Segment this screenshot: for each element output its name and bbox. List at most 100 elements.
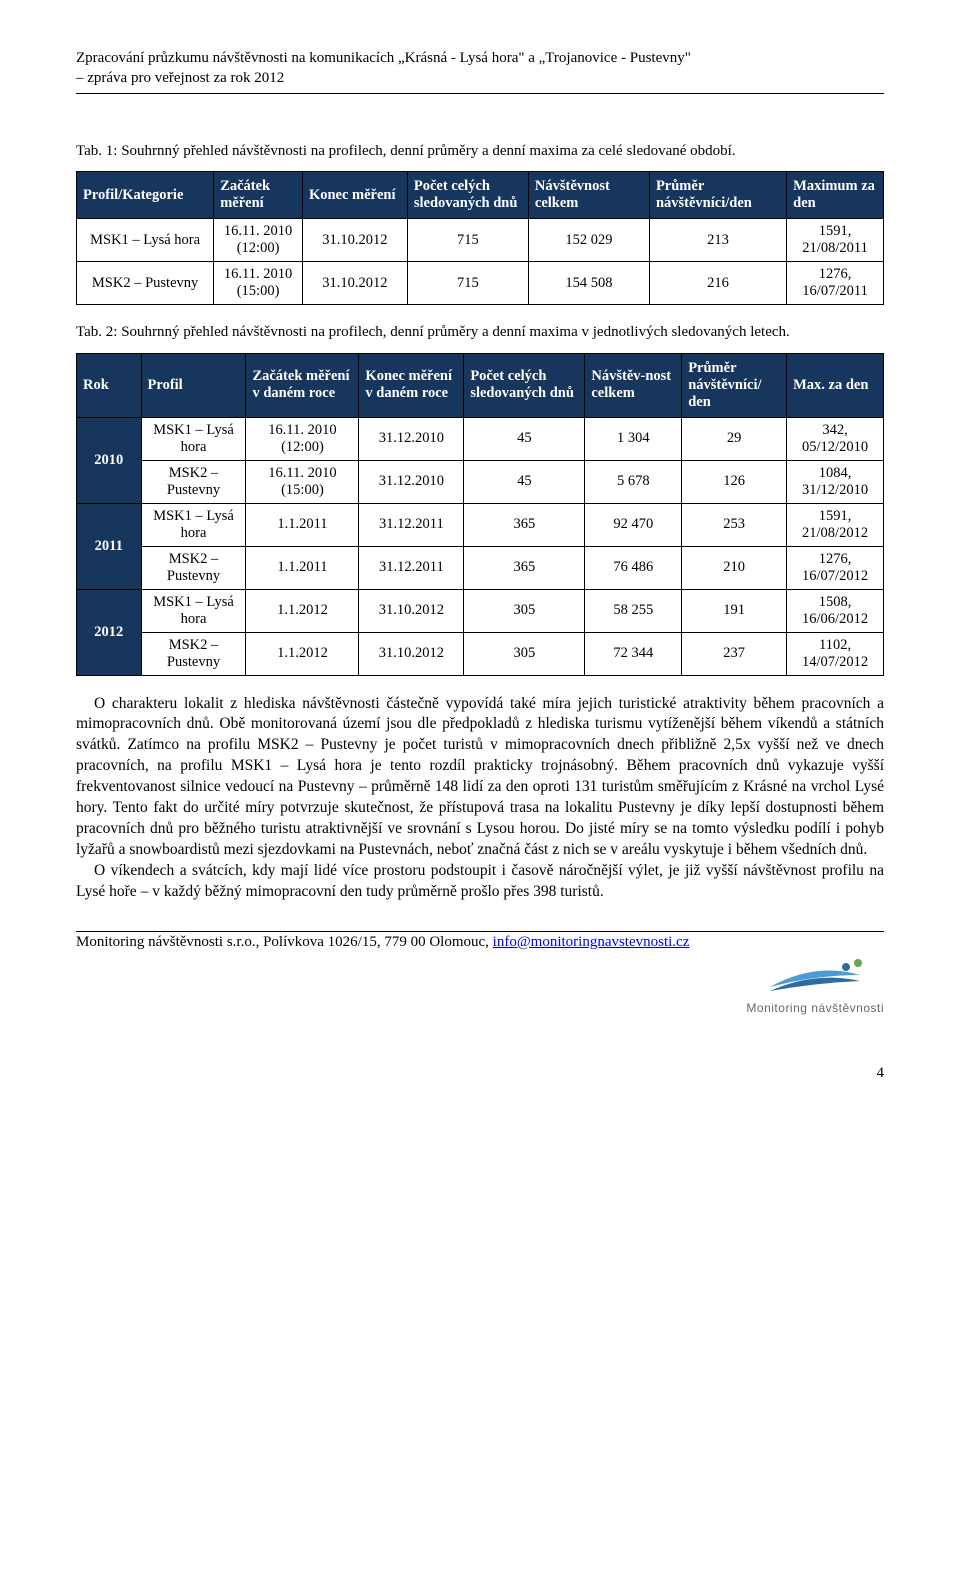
t2-g1-r1-konec: 31.12.2011: [359, 546, 464, 589]
doc-header-line1: Zpracování průzkumu návštěvnosti na komu…: [76, 50, 691, 66]
t2-g0-r1-zacatek: 16.11. 2010 (15:00): [246, 460, 359, 503]
t2-h-profil: Profil: [141, 353, 246, 417]
t2-g1-r1-prumer: 210: [682, 546, 787, 589]
t2-g2-r1-prumer: 237: [682, 632, 787, 675]
t2-g2-r0-prumer: 191: [682, 589, 787, 632]
t2-g0-r0-max: 342, 05/12/2010: [787, 417, 884, 460]
t1-h-profil: Profil/Kategorie: [77, 172, 214, 219]
t2-g0-r1-profil: MSK2 – Pustevny: [141, 460, 246, 503]
t2-g1-r1-zacatek: 1.1.2011: [246, 546, 359, 589]
t1-r1-zacatek: 16.11. 2010 (15:00): [214, 262, 303, 305]
t2-g2-r1-zacatek: 1.1.2012: [246, 632, 359, 675]
table2-caption: Tab. 2: Souhrnný přehled návštěvnosti na…: [76, 323, 884, 343]
table-row: MSK1 – Lysá hora 16.11. 2010 (12:00) 31.…: [77, 219, 884, 262]
logo-text: Monitoring návštěvnosti: [746, 1001, 884, 1015]
t2-g2-r1-konec: 31.10.2012: [359, 632, 464, 675]
t2-g1-rok: 2011: [77, 503, 142, 589]
logo-icon: [760, 957, 870, 999]
t1-r0-nav: 152 029: [528, 219, 649, 262]
t2-g2-r0-konec: 31.10.2012: [359, 589, 464, 632]
t2-g1-r0-pocet: 365: [464, 503, 585, 546]
t2-g2-r1-profil: MSK2 – Pustevny: [141, 632, 246, 675]
t1-r0-profil: MSK1 – Lysá hora: [77, 219, 214, 262]
table1: Profil/Kategorie Začátek měření Konec mě…: [76, 171, 884, 305]
t2-h-rok: Rok: [77, 353, 142, 417]
t2-g1-r1-max: 1276, 16/07/2012: [787, 546, 884, 589]
t2-h-pocet: Počet celých sledovaných dnů: [464, 353, 585, 417]
t2-g0-r1-nav: 5 678: [585, 460, 682, 503]
t2-g1-r1-profil: MSK2 – Pustevny: [141, 546, 246, 589]
t1-r0-prumer: 213: [649, 219, 786, 262]
t1-h-pocet: Počet celých sledovaných dnů: [407, 172, 528, 219]
table-row: MSK2 – Pustevny 1.1.2011 31.12.2011 365 …: [77, 546, 884, 589]
t1-h-max: Maximum za den: [787, 172, 884, 219]
t2-g0-r0-konec: 31.12.2010: [359, 417, 464, 460]
t2-g1-r0-konec: 31.12.2011: [359, 503, 464, 546]
table-row: 2011 MSK1 – Lysá hora 1.1.2011 31.12.201…: [77, 503, 884, 546]
t2-g0-r0-pocet: 45: [464, 417, 585, 460]
t2-g2-r0-nav: 58 255: [585, 589, 682, 632]
t2-g1-r1-pocet: 365: [464, 546, 585, 589]
t2-g2-r1-max: 1102, 14/07/2012: [787, 632, 884, 675]
table-row: 2012 MSK1 – Lysá hora 1.1.2012 31.10.201…: [77, 589, 884, 632]
table2: Rok Profil Začátek měření v daném roce K…: [76, 353, 884, 676]
header-rule: [76, 93, 884, 94]
t1-h-zacatek: Začátek měření: [214, 172, 303, 219]
t2-g1-r0-max: 1591, 21/08/2012: [787, 503, 884, 546]
t2-g2-r1-nav: 72 344: [585, 632, 682, 675]
t2-g1-r1-nav: 76 486: [585, 546, 682, 589]
t2-g0-r0-profil: MSK1 – Lysá hora: [141, 417, 246, 460]
body-text: O charakteru lokalit z hlediska návštěvn…: [76, 694, 884, 903]
t2-g2-r0-max: 1508, 16/06/2012: [787, 589, 884, 632]
t2-g2-r0-profil: MSK1 – Lysá hora: [141, 589, 246, 632]
t1-r1-pocet: 715: [407, 262, 528, 305]
page-number: 4: [76, 1065, 884, 1082]
t2-g0-r1-prumer: 126: [682, 460, 787, 503]
t2-g2-r0-pocet: 305: [464, 589, 585, 632]
t2-g0-rok: 2010: [77, 417, 142, 503]
t2-h-zacatek: Začátek měření v daném roce: [246, 353, 359, 417]
t2-g0-r0-zacatek: 16.11. 2010 (12:00): [246, 417, 359, 460]
t2-g0-r1-max: 1084, 31/12/2010: [787, 460, 884, 503]
t2-g2-r1-pocet: 305: [464, 632, 585, 675]
footer-line: Monitoring návštěvnosti s.r.o., Polívkov…: [76, 934, 884, 951]
footer-text: Monitoring návštěvnosti s.r.o., Polívkov…: [76, 934, 493, 950]
t2-g2-rok: 2012: [77, 589, 142, 675]
t2-g1-r0-nav: 92 470: [585, 503, 682, 546]
t2-g1-r0-prumer: 253: [682, 503, 787, 546]
t1-r1-max: 1276, 16/07/2011: [787, 262, 884, 305]
t2-g0-r1-pocet: 45: [464, 460, 585, 503]
doc-header: Zpracování průzkumu návštěvnosti na komu…: [76, 48, 884, 89]
t2-g2-r0-zacatek: 1.1.2012: [246, 589, 359, 632]
t1-r1-nav: 154 508: [528, 262, 649, 305]
table-row: 2010 MSK1 – Lysá hora 16.11. 2010 (12:00…: [77, 417, 884, 460]
table-row: MSK2 – Pustevny 1.1.2012 31.10.2012 305 …: [77, 632, 884, 675]
t1-r1-prumer: 216: [649, 262, 786, 305]
t2-g1-r0-profil: MSK1 – Lysá hora: [141, 503, 246, 546]
table1-caption: Tab. 1: Souhrnný přehled návštěvnosti na…: [76, 142, 884, 162]
t1-r0-konec: 31.10.2012: [302, 219, 407, 262]
t2-g0-r0-prumer: 29: [682, 417, 787, 460]
t1-r0-pocet: 715: [407, 219, 528, 262]
t2-h-nav: Návštěv-nost celkem: [585, 353, 682, 417]
t2-h-prumer: Průměr návštěvníci/ den: [682, 353, 787, 417]
doc-header-line2: – zpráva pro veřejnost za rok 2012: [76, 70, 284, 86]
logo: Monitoring návštěvnosti: [746, 957, 884, 1015]
t2-g0-r1-konec: 31.12.2010: [359, 460, 464, 503]
t2-h-max: Max. za den: [787, 353, 884, 417]
body-p2: O víkendech a svátcích, kdy mají lidé ví…: [76, 861, 884, 903]
t1-r0-max: 1591, 21/08/2011: [787, 219, 884, 262]
t1-r1-konec: 31.10.2012: [302, 262, 407, 305]
body-p1: O charakteru lokalit z hlediska návštěvn…: [76, 694, 884, 861]
table-row: MSK2 – Pustevny 16.11. 2010 (15:00) 31.1…: [77, 262, 884, 305]
t1-h-nav: Návštěvnost celkem: [528, 172, 649, 219]
t1-r0-zacatek: 16.11. 2010 (12:00): [214, 219, 303, 262]
t1-r1-profil: MSK2 – Pustevny: [77, 262, 214, 305]
t1-h-konec: Konec měření: [302, 172, 407, 219]
t1-h-prumer: Průměr návštěvníci/den: [649, 172, 786, 219]
table-row: MSK2 – Pustevny 16.11. 2010 (15:00) 31.1…: [77, 460, 884, 503]
footer-rule: [76, 931, 884, 932]
footer-email-link[interactable]: info@monitoringnavstevnosti.cz: [493, 934, 690, 950]
t2-h-konec: Konec měření v daném roce: [359, 353, 464, 417]
t2-g0-r0-nav: 1 304: [585, 417, 682, 460]
